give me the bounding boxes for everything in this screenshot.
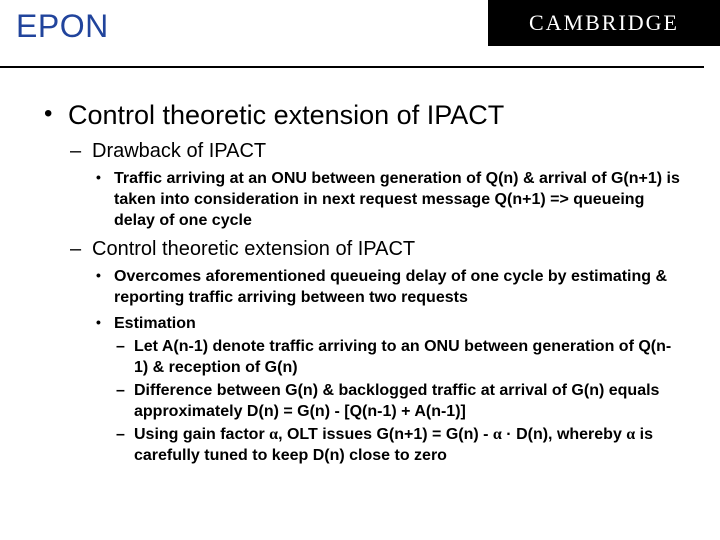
drawback-point: Traffic arriving at an ONU between gener… <box>92 168 680 231</box>
bullet-main-text: Control theoretic extension of IPACT <box>68 100 504 130</box>
logo-text: CAMBRIDGE <box>529 10 679 36</box>
slide-header: EPON CAMBRIDGE <box>0 0 720 66</box>
sub-control-ext: Control theoretic extension of IPACT Ove… <box>68 237 680 466</box>
ext-point-overcomes: Overcomes aforementioned queueing delay … <box>92 266 680 308</box>
est-item-3: Using gain factor α, OLT issues G(n+1) =… <box>114 424 680 466</box>
slide-body: Control theoretic extension of IPACT Dra… <box>0 68 720 466</box>
ext-estimation-label: Estimation <box>114 315 196 332</box>
est3-part-c: · D(n), whereby <box>502 426 626 443</box>
logo-bar: CAMBRIDGE <box>488 0 720 46</box>
sub-drawback-heading: Drawback of IPACT <box>92 140 266 162</box>
alpha-symbol: α <box>626 426 635 443</box>
sub-control-ext-heading: Control theoretic extension of IPACT <box>92 238 415 260</box>
alpha-symbol: α <box>493 426 502 443</box>
slide-title: EPON <box>16 8 109 45</box>
est3-part-a: Using gain factor <box>134 426 269 443</box>
est-item-1: Let A(n-1) denote traffic arriving to an… <box>114 336 680 378</box>
est3-part-b: , OLT issues G(n+1) = G(n) - <box>278 426 493 443</box>
sub-drawback: Drawback of IPACT Traffic arriving at an… <box>68 139 680 231</box>
alpha-symbol: α <box>269 426 278 443</box>
bullet-main: Control theoretic extension of IPACT Dra… <box>40 100 680 466</box>
ext-point-estimation: Estimation Let A(n-1) denote traffic arr… <box>92 313 680 467</box>
est-item-2: Difference between G(n) & backlogged tra… <box>114 380 680 422</box>
